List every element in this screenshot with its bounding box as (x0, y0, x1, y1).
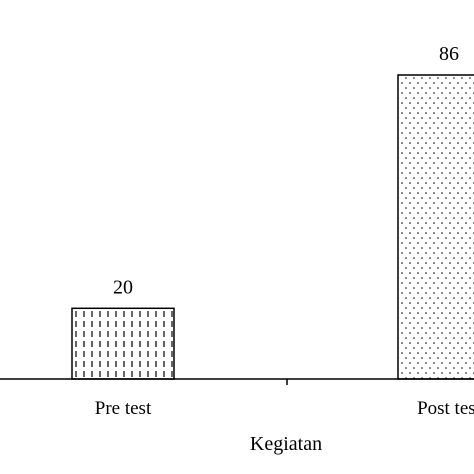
data-label: 20 (113, 276, 133, 298)
bar-pre-test (71, 307, 175, 380)
x-axis-title: Kegiatan (250, 433, 322, 455)
x-tick-label: Pre test (95, 398, 152, 419)
x-tick-label: Post test (417, 398, 474, 419)
bar-post-test (397, 74, 474, 380)
data-label: 86 (439, 43, 459, 65)
